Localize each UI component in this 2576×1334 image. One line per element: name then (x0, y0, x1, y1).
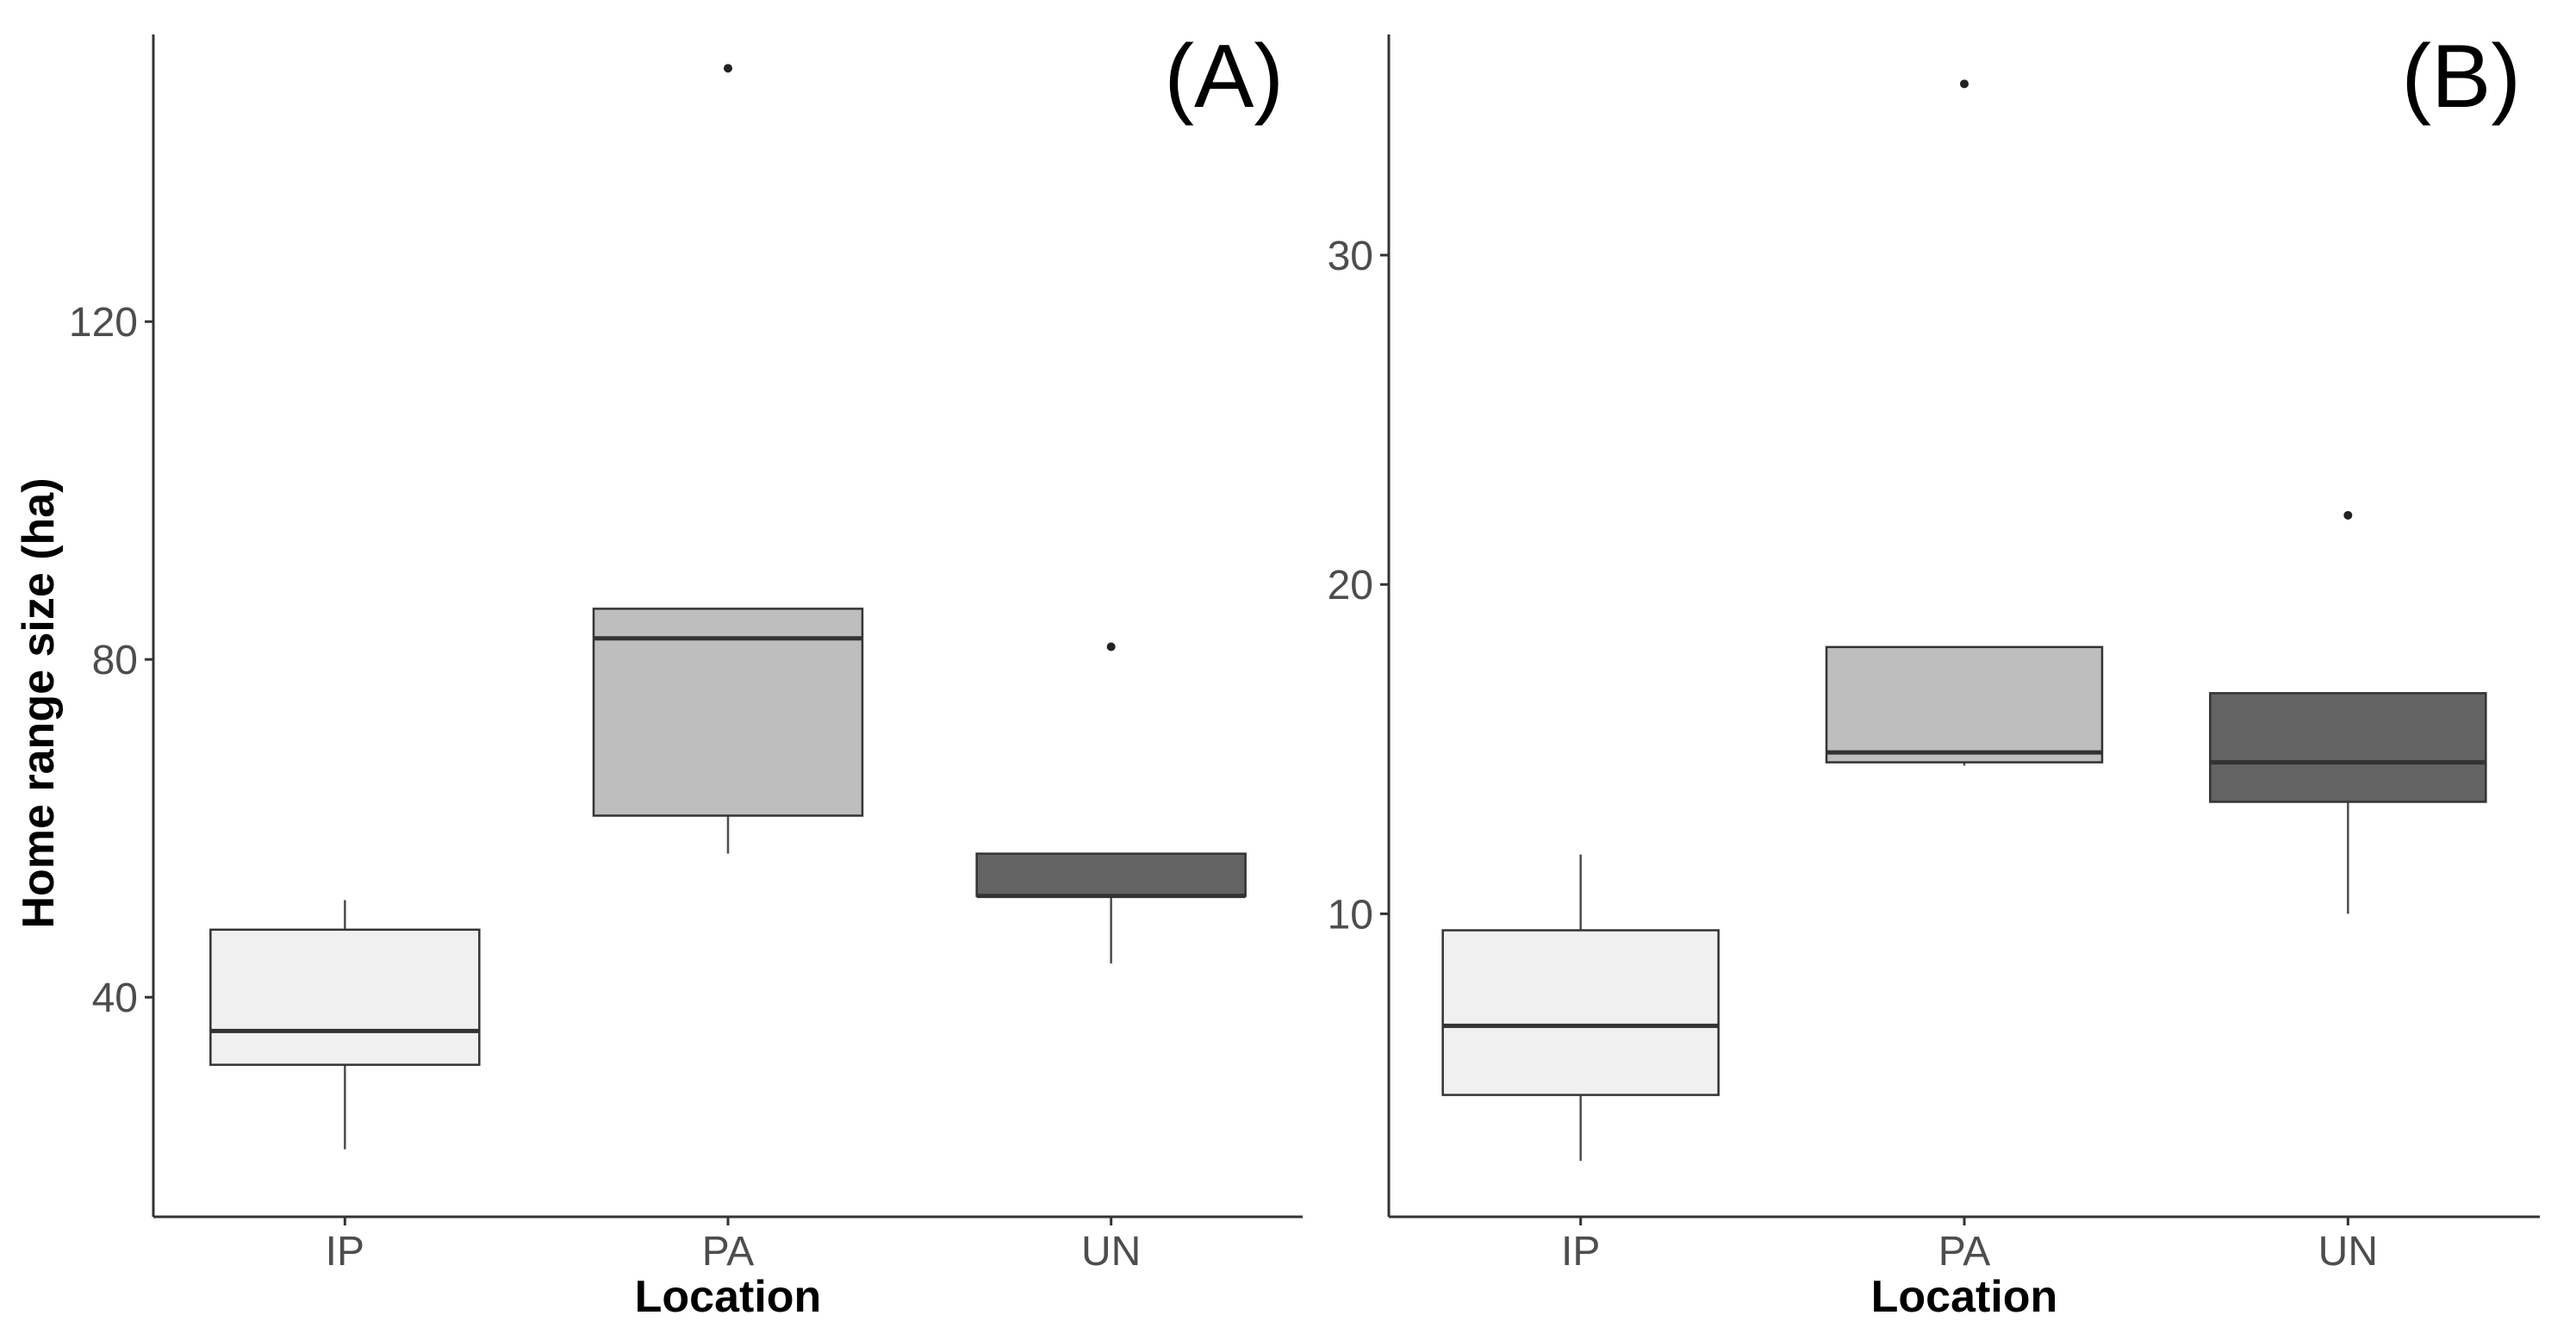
x-axis-title: Location (1871, 1272, 2058, 1322)
box-ip (1441, 854, 1720, 1162)
y-tick-label: 120 (69, 300, 138, 346)
y-tick-label: 10 (1328, 892, 1373, 938)
x-tick-label: IP (1561, 1229, 1600, 1275)
iqr-box (209, 928, 481, 1066)
iqr-box (1441, 929, 1720, 1096)
y-tick-label: 80 (92, 638, 138, 683)
panel-b: 10 20 30 IP PA UN Location (B) (1328, 27, 2540, 1322)
outlier-point (1106, 642, 1116, 651)
x-tick-label: IP (326, 1229, 364, 1275)
x-tick-label: PA (1938, 1229, 1990, 1275)
box-un (975, 642, 1247, 963)
iqr-box (592, 608, 864, 817)
x-tick-label: UN (1081, 1229, 1141, 1275)
outlier-point (2343, 510, 2353, 520)
box-pa (1825, 79, 2104, 766)
outlier-point (1960, 79, 1969, 89)
x-tick-label: PA (702, 1229, 754, 1275)
outlier-point (724, 64, 732, 73)
iqr-box (975, 852, 1247, 897)
x-axis-title: Location (635, 1272, 822, 1322)
y-tick-label: 40 (92, 976, 138, 1021)
iqr-box (1825, 645, 2104, 764)
y-axis-title: Home range size (ha) (14, 477, 64, 928)
panel-a: 40 80 120 IP PA UN Location Home range size (ha… (14, 27, 1303, 1322)
panel-label: (B) (2401, 27, 2521, 127)
box-ip (209, 900, 481, 1150)
panel-label: (A) (1164, 27, 1284, 127)
box-un (2209, 510, 2487, 914)
box-pa (592, 64, 864, 854)
iqr-box (2209, 692, 2487, 803)
y-tick-label: 20 (1328, 563, 1373, 608)
x-tick-label: UN (2318, 1229, 2378, 1275)
y-tick-label: 30 (1328, 234, 1373, 279)
